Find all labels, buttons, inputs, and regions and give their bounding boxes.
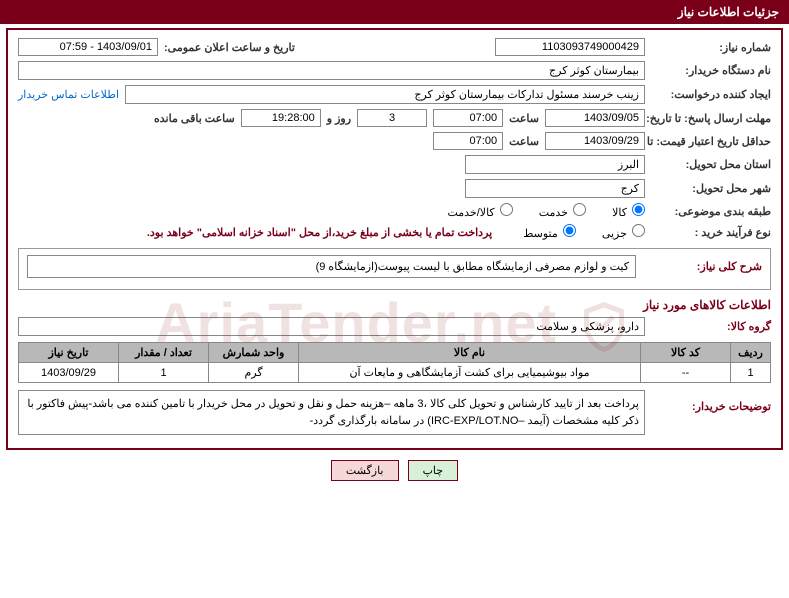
process-label: نوع فرآیند خرید : (651, 226, 771, 239)
city-label: شهر محل تحویل: (651, 182, 771, 195)
td-unit: گرم (209, 363, 299, 383)
goods-group-value: دارو، پزشکی و سلامت (18, 317, 645, 336)
requester-value: زینب خرسند مسئول تدارکات بیمارستان کوثر … (125, 85, 645, 104)
validity-time-label: ساعت (509, 135, 539, 148)
td-idx: 1 (731, 363, 771, 383)
general-desc-value: کیت و لوازم مصرفی ازمایشگاه مطابق با لیس… (27, 255, 636, 278)
row-city: شهر محل تحویل: کرج (18, 179, 771, 198)
classification-label: طبقه بندی موضوعی: (651, 205, 771, 218)
row-buyer-comments: توضیحات خریدار: پرداخت بعد از تایید کارش… (18, 390, 771, 435)
class-radio-0[interactable] (632, 203, 645, 216)
need-number-label: شماره نیاز: (651, 41, 771, 54)
th-qty: تعداد / مقدار (119, 343, 209, 363)
buyer-comments-label: توضیحات خریدار: (651, 390, 771, 413)
class-opt-0[interactable]: کالا (612, 203, 645, 219)
deadline-remaining-time: 19:28:00 (241, 109, 321, 127)
th-code: کد کالا (641, 343, 731, 363)
page-header: جزئیات اطلاعات نیاز (0, 0, 789, 24)
class-opt-1[interactable]: خدمت (539, 203, 586, 219)
button-row: چاپ بازگشت (0, 460, 789, 481)
need-number-value: 1103093749000429 (495, 38, 645, 56)
th-idx: ردیف (731, 343, 771, 363)
class-opt-2[interactable]: کالا/خدمت (447, 203, 512, 219)
buyer-comments-value: پرداخت بعد از تایید کارشناس و تحویل کلی … (18, 390, 645, 435)
row-need-number: شماره نیاز: 1103093749000429 تاریخ و ساع… (18, 38, 771, 56)
general-desc-frame: شرح کلی نیاز: کیت و لوازم مصرفی ازمایشگا… (18, 248, 771, 290)
announce-datetime-value: 1403/09/01 - 07:59 (18, 38, 158, 56)
class-radio-1[interactable] (573, 203, 586, 216)
class-radio-2[interactable] (500, 203, 513, 216)
deadline-days-label: روز و (327, 112, 351, 125)
announce-datetime-label: تاریخ و ساعت اعلان عمومی: (164, 41, 295, 54)
td-qty: 1 (119, 363, 209, 383)
row-purchase-process: نوع فرآیند خرید : جزیی متوسط پرداخت تمام… (18, 224, 771, 240)
proc-radio-0[interactable] (632, 224, 645, 237)
deadline-time-label: ساعت (509, 112, 539, 125)
proc-radio-1[interactable] (563, 224, 576, 237)
deadline-remaining-label: ساعت باقی مانده (154, 112, 235, 125)
validity-date: 1403/09/29 (545, 132, 645, 150)
goods-group-label: گروه کالا: (651, 320, 771, 333)
deadline-date: 1403/09/05 (545, 109, 645, 127)
row-buyer-org: نام دستگاه خریدار: بیمارستان کوثر کرج (18, 61, 771, 80)
th-unit: واحد شمارش (209, 343, 299, 363)
row-requester: ایجاد کننده درخواست: زینب خرسند مسئول تد… (18, 85, 771, 104)
deadline-label: مهلت ارسال پاسخ: تا تاریخ: (651, 112, 771, 125)
td-code: -- (641, 363, 731, 383)
validity-time: 07:00 (433, 132, 503, 150)
deadline-days: 3 (357, 109, 427, 127)
page-title: جزئیات اطلاعات نیاز (678, 5, 779, 19)
buyer-org-value: بیمارستان کوثر کرج (18, 61, 645, 80)
buyer-org-label: نام دستگاه خریدار: (651, 64, 771, 77)
row-deadline: مهلت ارسال پاسخ: تا تاریخ: 1403/09/05 سا… (18, 109, 771, 127)
th-name: نام کالا (299, 343, 641, 363)
province-value: البرز (465, 155, 645, 174)
table-header-row: ردیف کد کالا نام کالا واحد شمارش تعداد /… (19, 343, 771, 363)
goods-table: ردیف کد کالا نام کالا واحد شمارش تعداد /… (18, 342, 771, 383)
province-label: استان محل تحویل: (651, 158, 771, 171)
contact-link[interactable]: اطلاعات تماس خریدار (18, 88, 119, 101)
process-note: پرداخت تمام یا بخشی از مبلغ خرید،از محل … (147, 226, 492, 239)
row-province: استان محل تحویل: البرز (18, 155, 771, 174)
td-name: مواد بیوشیمیایی برای کشت آزمایشگاهی و ما… (299, 363, 641, 383)
td-date: 1403/09/29 (19, 363, 119, 383)
requester-label: ایجاد کننده درخواست: (651, 88, 771, 101)
deadline-time: 07:00 (433, 109, 503, 127)
th-date: تاریخ نیاز (19, 343, 119, 363)
general-desc-label: شرح کلی نیاز: (642, 260, 762, 273)
row-validity: حداقل تاریخ اعتبار قیمت: تا تاریخ: 1403/… (18, 132, 771, 150)
row-goods-group: گروه کالا: دارو، پزشکی و سلامت (18, 317, 771, 336)
row-classification: طبقه بندی موضوعی: کالا خدمت کالا/خدمت (18, 203, 771, 219)
print-button[interactable]: چاپ (408, 460, 459, 481)
city-value: کرج (465, 179, 645, 198)
main-frame: شماره نیاز: 1103093749000429 تاریخ و ساع… (6, 28, 783, 450)
proc-opt-1[interactable]: متوسط (523, 224, 576, 240)
table-row: 1 -- مواد بیوشیمیایی برای کشت آزمایشگاهی… (19, 363, 771, 383)
validity-label: حداقل تاریخ اعتبار قیمت: تا تاریخ: (651, 135, 771, 148)
back-button[interactable]: بازگشت (331, 460, 399, 481)
proc-opt-0[interactable]: جزیی (602, 224, 645, 240)
goods-info-title: اطلاعات کالاهای مورد نیاز (18, 298, 771, 312)
